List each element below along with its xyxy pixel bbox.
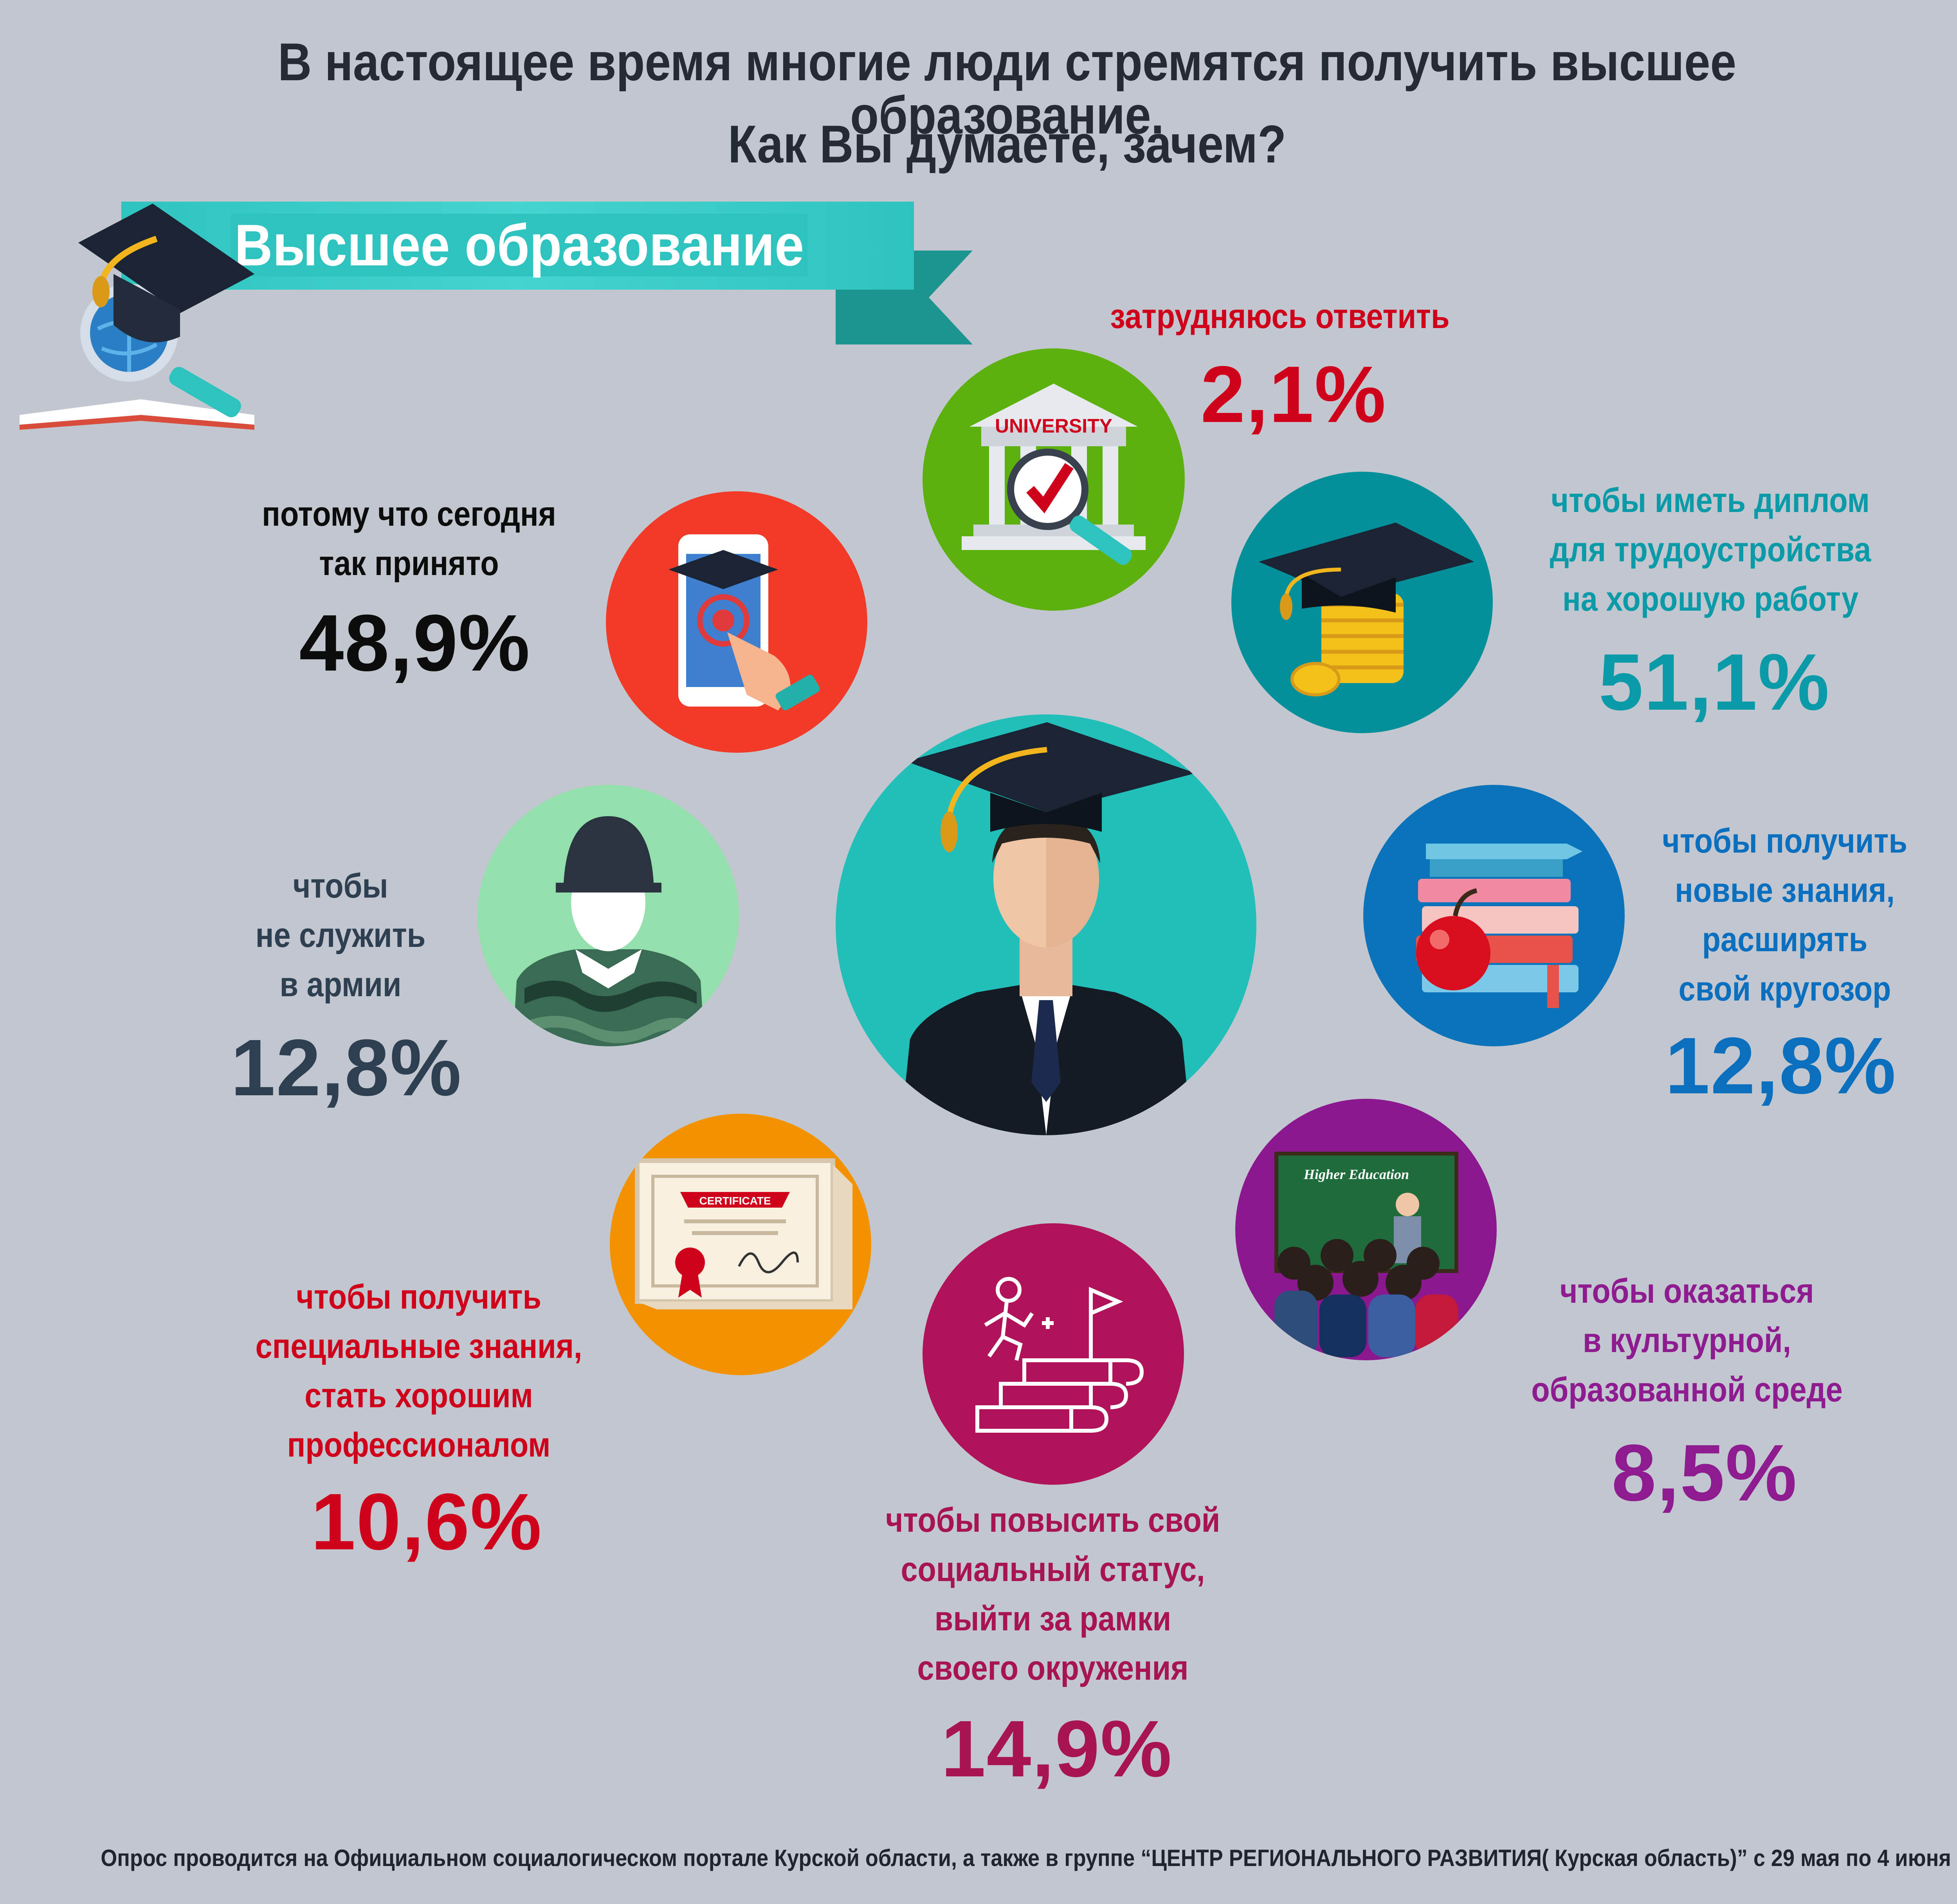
value-special-knowledge: 10,6% bbox=[311, 1477, 542, 1567]
university-circle: UNIVERSITY bbox=[923, 348, 1185, 611]
diploma-coins-circle bbox=[1231, 472, 1493, 733]
graduate-avatar-icon bbox=[900, 722, 1196, 1135]
label-social-status: чтобы повысить свой социальный статус, в… bbox=[885, 1500, 1220, 1687]
smartphone-tap-icon bbox=[669, 534, 820, 710]
soldier-circle bbox=[478, 785, 739, 1046]
value-social-status: 14,9% bbox=[941, 1704, 1173, 1794]
value-new-knowledge: 12,8% bbox=[1665, 1021, 1897, 1111]
university-sign: UNIVERSITY bbox=[995, 415, 1112, 437]
value-customary: 48,9% bbox=[299, 598, 531, 688]
books-circle bbox=[1363, 785, 1625, 1046]
blackboard-sign: Higher Education bbox=[1303, 1167, 1409, 1182]
label-diploma-job: чтобы иметь диплом для трудоустройства н… bbox=[1550, 481, 1871, 618]
graduation-cap-coins-icon bbox=[1259, 523, 1474, 696]
certificate-icon: CERTIFICATE bbox=[635, 1158, 852, 1309]
value-cultured-environment: 8,5% bbox=[1611, 1428, 1798, 1518]
stairs-circle bbox=[923, 1223, 1184, 1485]
value-hard-to-answer: 2,1% bbox=[1200, 350, 1387, 439]
certificate-circle: CERTIFICATE bbox=[610, 1114, 871, 1375]
soldier-icon bbox=[513, 816, 705, 1046]
classroom-circle: Higher Education bbox=[1235, 1099, 1497, 1360]
stairs-climb-icon bbox=[975, 1277, 1144, 1433]
label-avoid-army: чтобы не служить в армии bbox=[255, 866, 426, 1004]
label-new-knowledge: чтобы получить новые знания, расширять с… bbox=[1662, 821, 1908, 1008]
smartphone-circle bbox=[606, 491, 867, 753]
value-diploma-job: 51,1% bbox=[1598, 637, 1830, 727]
page-title-line-2: Как Вы думаете, зачем? bbox=[728, 114, 1287, 174]
label-hard-to-answer: затрудняюсь ответить bbox=[1110, 297, 1450, 335]
university-icon: UNIVERSITY bbox=[962, 384, 1146, 565]
page-title-line-1: В настоящее время многие люди стремятся … bbox=[278, 32, 1737, 145]
education-logo-icon bbox=[20, 204, 254, 430]
books-apple-icon bbox=[1416, 844, 1582, 1008]
center-graduate-circle bbox=[836, 714, 1256, 1135]
value-avoid-army: 12,8% bbox=[231, 1023, 462, 1112]
label-cultured-environment: чтобы оказаться в культурной, образованн… bbox=[1531, 1271, 1843, 1409]
classroom-icon: Higher Education bbox=[1274, 1152, 1458, 1357]
survey-footnote: Опрос проводится на Официальном социалог… bbox=[101, 1845, 1957, 1871]
certificate-sign: CERTIFICATE bbox=[699, 1195, 771, 1207]
label-special-knowledge: чтобы получить специальные знания, стать… bbox=[255, 1277, 582, 1464]
banner-title: Высшее образование bbox=[231, 214, 808, 276]
label-customary: потому что сегодня так принято bbox=[262, 494, 556, 582]
